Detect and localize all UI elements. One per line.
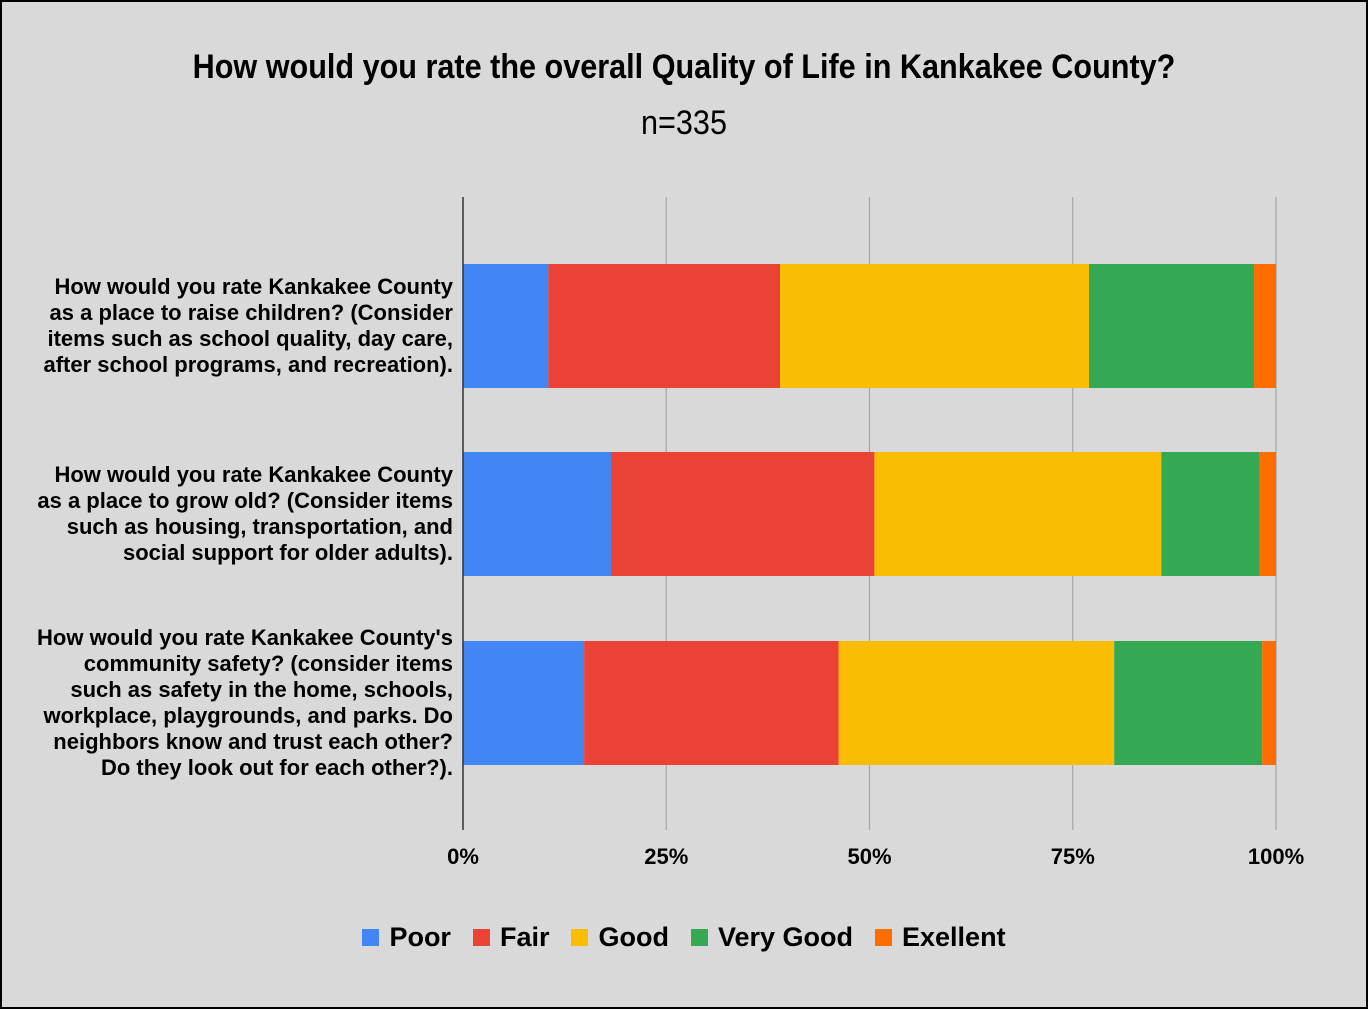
legend-swatch: [571, 929, 589, 946]
legend-swatch: [875, 929, 893, 946]
bar-segment-exellent: [1262, 641, 1276, 765]
bar-segment-very-good: [1161, 452, 1260, 576]
bar-segment-exellent: [1259, 452, 1276, 576]
x-tick-label: 25%: [644, 844, 688, 869]
legend-label: Poor: [389, 922, 451, 952]
legend-item: Very Good: [690, 922, 854, 953]
bar-segment-very-good: [1114, 641, 1263, 765]
bar-segment-exellent: [1254, 264, 1276, 388]
bar-segment-good: [838, 641, 1115, 765]
category-label: How would you rate Kankakee County as a …: [43, 274, 453, 377]
chart-subtitle: n=335: [641, 104, 727, 142]
legend-label: Very Good: [717, 922, 854, 952]
bar-segment-poor: [463, 452, 611, 576]
legend-swatch: [362, 929, 380, 946]
legend-label: Good: [598, 922, 669, 952]
category-label: How would you rate Kankakee County as a …: [37, 462, 453, 565]
bar-segment-fair: [610, 452, 875, 576]
bar-segment-poor: [463, 264, 549, 388]
x-tick-label: 50%: [847, 844, 891, 869]
chart-title: How would you rate the overall Quality o…: [192, 48, 1176, 86]
x-tick-label: 0%: [447, 844, 479, 869]
bar-segment-very-good: [1089, 264, 1255, 388]
legend-item: Poor: [362, 922, 451, 953]
legend-label: Exellent: [902, 922, 1006, 952]
legend-swatch: [690, 929, 708, 946]
legend-item: Fair: [472, 922, 550, 953]
bar-segment-poor: [463, 641, 585, 765]
legend-item: Good: [571, 922, 669, 953]
legend-item: Exellent: [875, 922, 1006, 953]
chart-legend: Poor Fair Good Very Good Exellent: [0, 922, 1368, 953]
bar-segment-fair: [548, 264, 781, 388]
x-tick-label: 100%: [1248, 844, 1304, 869]
bar-segment-fair: [584, 641, 839, 765]
bar-segment-good: [780, 264, 1090, 388]
category-label: How would you rate Kankakee County's com…: [37, 625, 453, 780]
legend-swatch: [472, 929, 490, 946]
x-tick-label: 75%: [1051, 844, 1095, 869]
legend-label: Fair: [499, 922, 550, 952]
bar-segment-good: [874, 452, 1162, 576]
